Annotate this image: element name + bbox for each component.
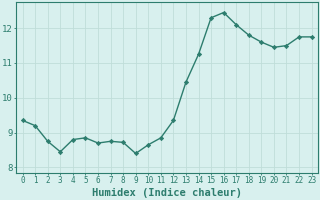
X-axis label: Humidex (Indice chaleur): Humidex (Indice chaleur)	[92, 188, 242, 198]
